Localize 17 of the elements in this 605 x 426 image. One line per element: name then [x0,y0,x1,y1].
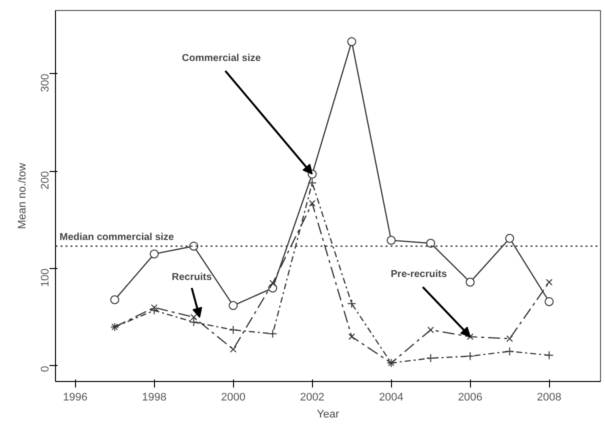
y-tick-label: 0 [40,366,52,372]
x-tick-label: 2006 [458,392,482,404]
ref-line-label: Median commercial size [60,232,174,244]
x-axis-title: Year [316,408,340,420]
x-tick-label: 2008 [536,392,562,404]
y-tick-label: 200 [40,171,52,190]
x-tick-label: 2002 [300,392,324,404]
y-axis-title: Mean no./tow [16,162,28,230]
x-tick-label: 2000 [220,392,246,404]
y-tick-label: 100 [40,268,52,287]
y-tick-label: 300 [40,74,52,92]
x-tick-label: 1998 [142,392,166,404]
x-tick-label: 1996 [63,392,88,404]
annotation: Recruits [172,272,212,284]
annotation: Pre-recruits [390,269,448,280]
x-tick-label: 2004 [378,392,404,404]
annotation: Commercial size [182,52,262,64]
